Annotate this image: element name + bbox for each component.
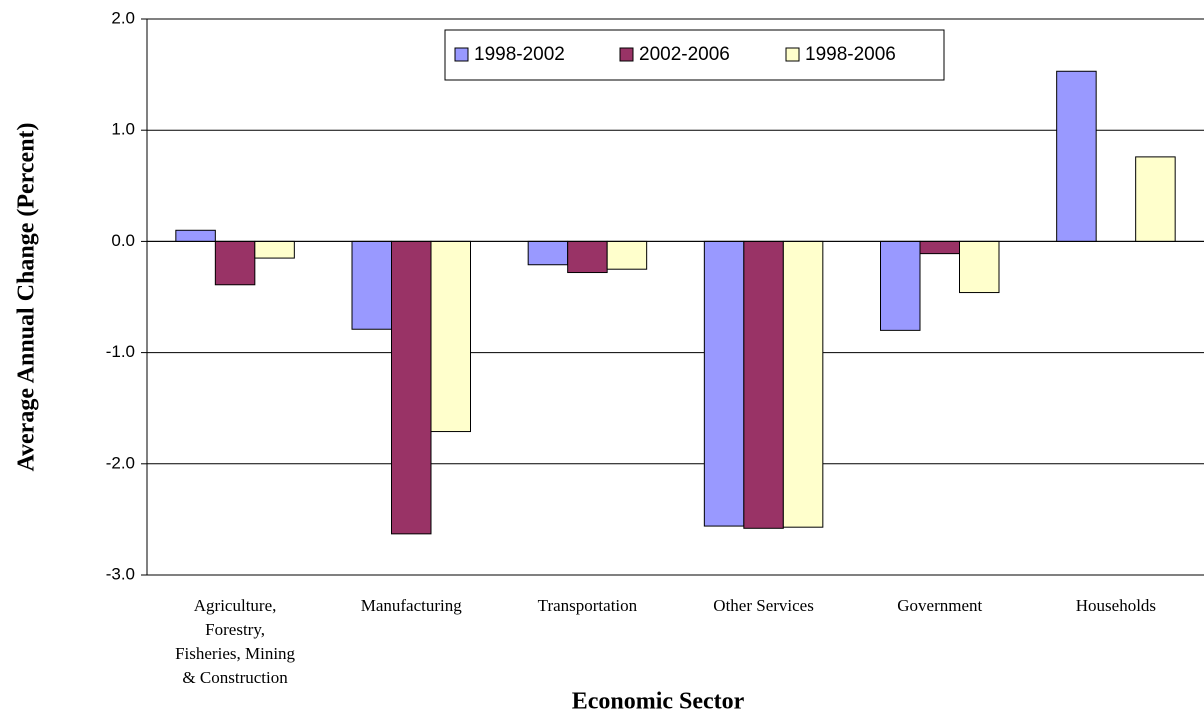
bar [782,240,824,528]
legend-box [444,29,945,81]
bar [880,240,921,331]
bar [254,240,295,259]
bar [743,240,784,529]
x-axis-title: Economic Sector [572,689,745,715]
bar [1056,70,1097,242]
y-tick-label: -3.0 [106,564,135,583]
x-tick-label: Government [897,596,982,615]
bar [919,240,960,255]
x-tick-label: Households [1076,596,1156,615]
bar [1135,156,1176,242]
bar [606,240,648,270]
bar [175,229,216,242]
x-tick-label: Manufacturing [361,596,463,615]
legend-label: 1998-2002 [474,44,565,65]
legend-swatch [619,47,634,62]
bar [703,240,745,527]
y-tick-label: 1.0 [111,120,135,139]
y-tick-label: -1.0 [106,342,135,361]
x-tick-label: Transportation [538,596,638,615]
bar [567,240,608,274]
bar [214,240,256,286]
bar [959,240,1000,294]
bar [391,240,432,535]
legend-swatch [785,47,800,62]
bar [527,240,569,266]
y-tick-label: 0.0 [111,231,135,250]
y-tick-label: 2.0 [111,8,135,27]
y-tick-label: -2.0 [106,453,135,472]
legend-swatch [454,47,469,62]
y-axis-title: Average Annual Change (Percent) [14,122,40,471]
x-tick-label: Other Services [713,596,814,615]
legend-label: 1998-2006 [805,44,896,65]
bar [351,240,392,330]
legend-label: 2002-2006 [639,44,730,65]
x-tick-label: Agriculture, Forestry, Fisheries, Mining & … [175,596,295,687]
bar [430,240,471,433]
